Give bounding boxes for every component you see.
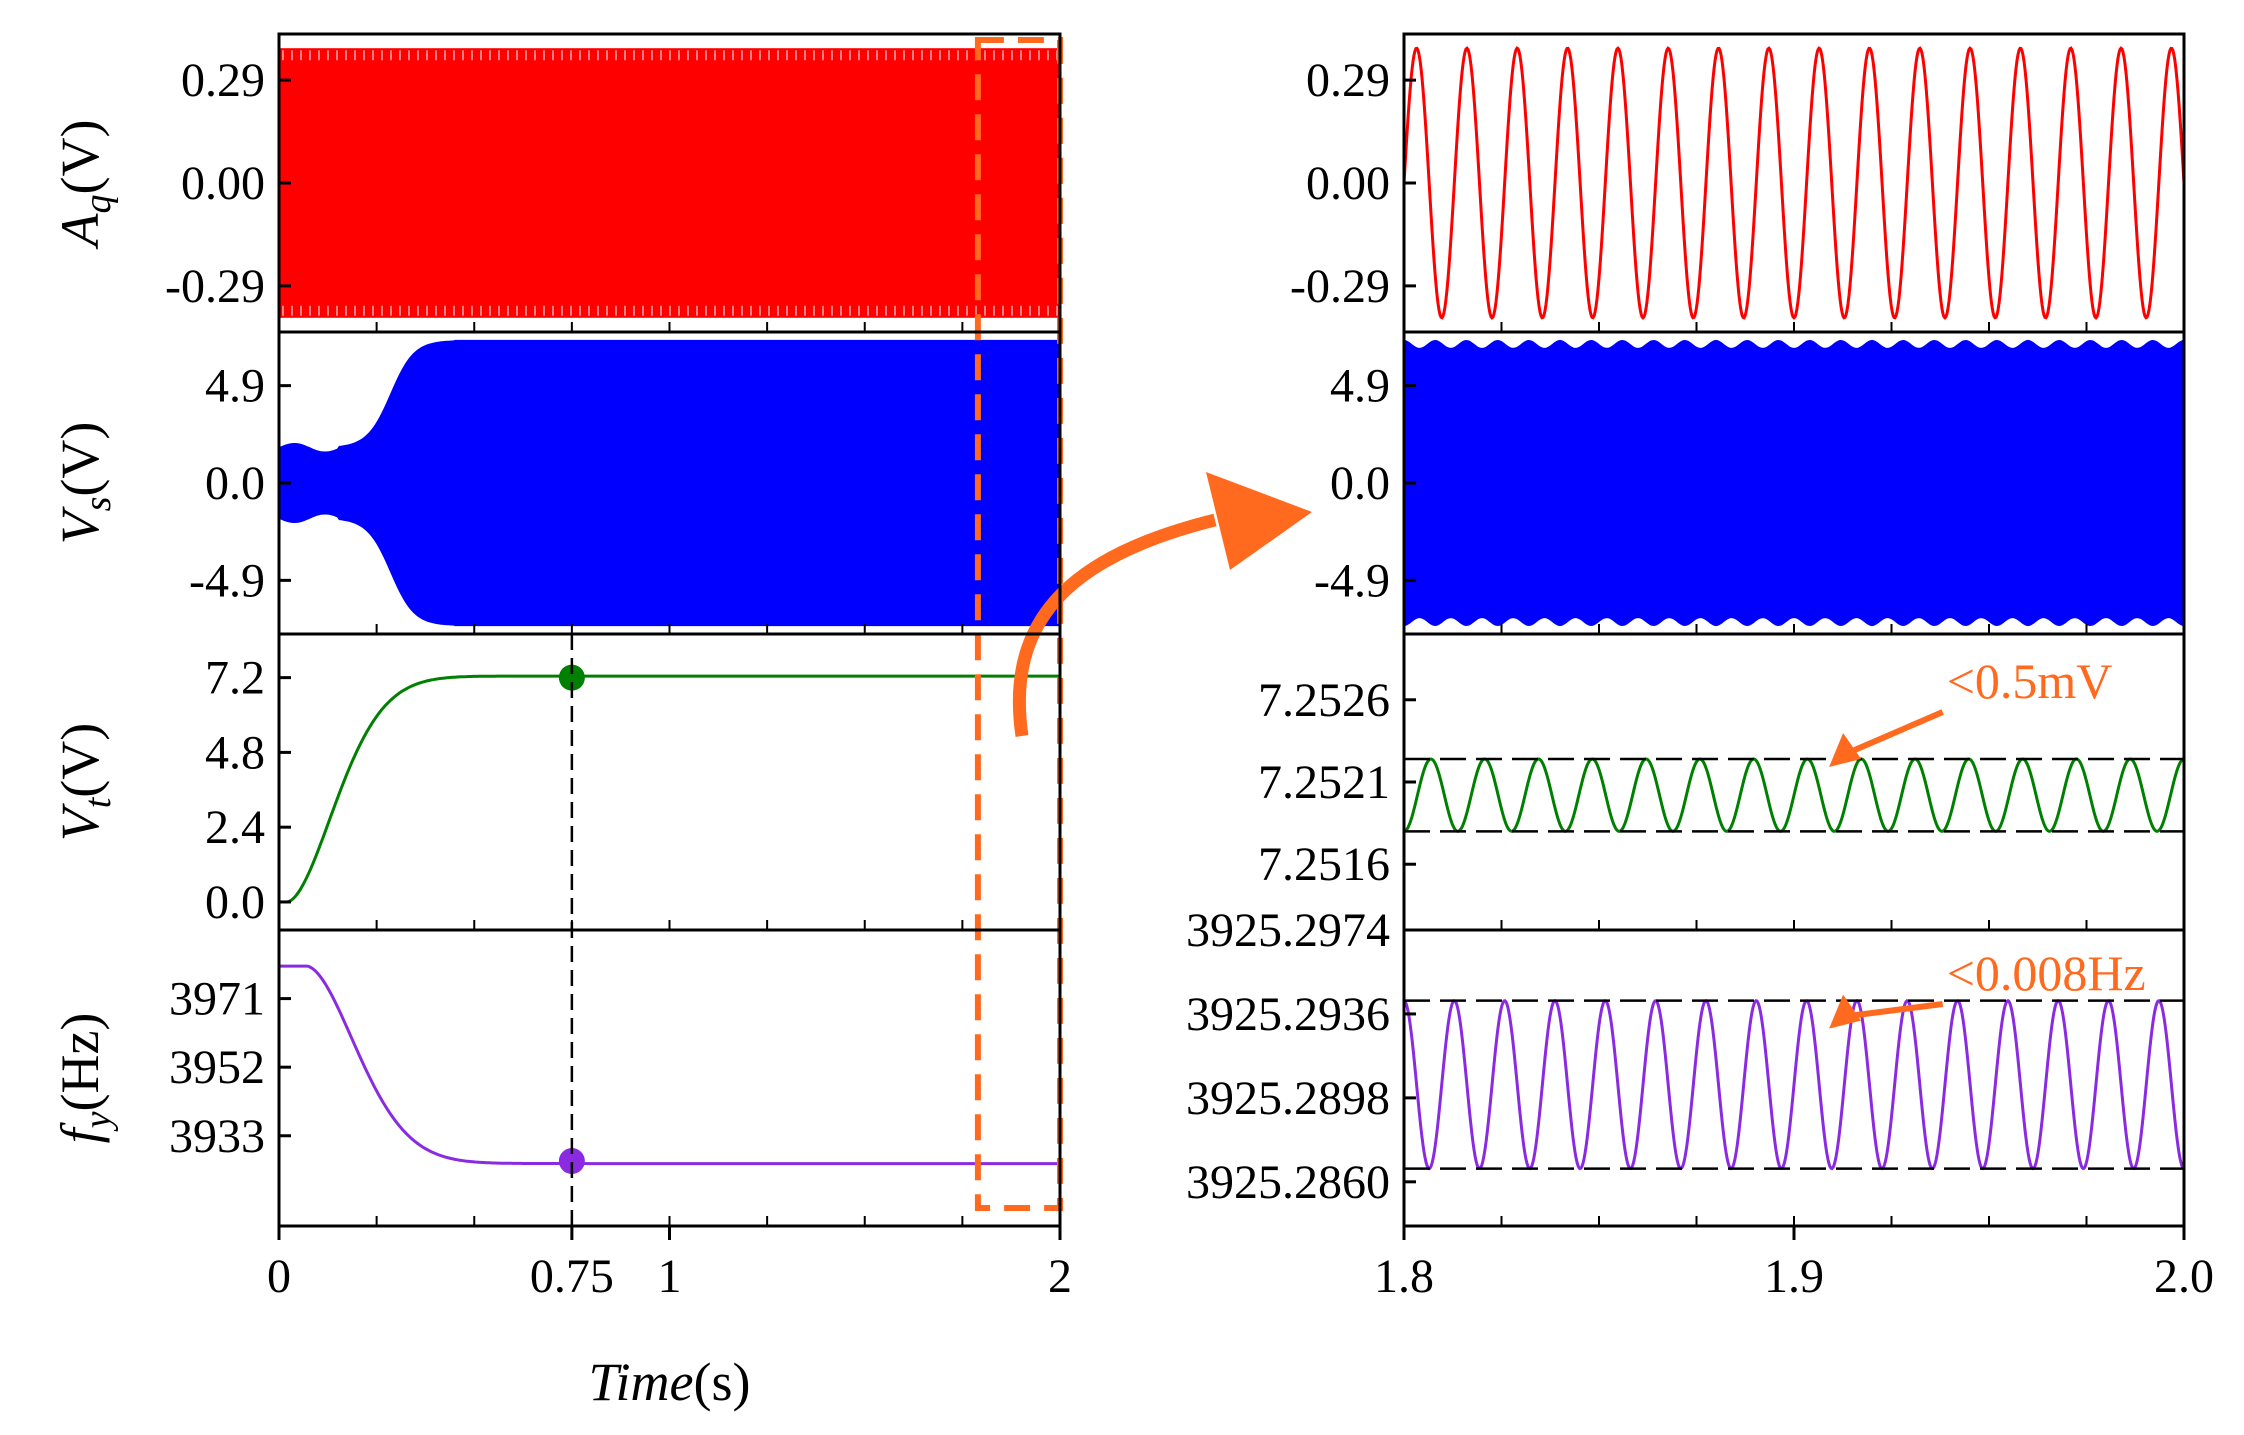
right-ytick-label-fy_zoom: 3925.2974: [1186, 904, 1390, 957]
x-axis-title: Time(s): [588, 1352, 750, 1412]
zoom-arrow-shaft: [1012, 513, 1217, 737]
overlays: [558, 37, 2184, 1226]
ylabel-main: V: [50, 505, 110, 544]
series-fy-line: [279, 964, 1059, 1166]
ylabel-vt: Vt(V): [50, 723, 119, 842]
series-fy_zoom-line: [1404, 998, 2184, 1171]
series-fy_zoom: [1404, 998, 2184, 1171]
annotation-arrowhead-fy_zoom: [1829, 994, 1862, 1029]
left-ytick-label-vs: 0.0: [205, 457, 265, 510]
series-vs_zoom: [1404, 339, 2184, 627]
ylabel-unit: (V): [50, 723, 110, 798]
right-ytick-label-vs_zoom: -4.9: [1314, 554, 1390, 607]
labels: 0.290.00-0.29Aq(V)4.90.0-4.9Vs(V)7.24.82…: [50, 54, 2214, 1412]
series-aq_zoom: [1404, 46, 2184, 320]
series-vt-line: [279, 674, 1059, 904]
left-ytick-label-vt: 0.0: [205, 876, 265, 929]
left-curves: [279, 48, 1060, 1166]
x-axis-title-unit: (s): [694, 1352, 751, 1412]
ylabel-sub: t: [77, 796, 119, 808]
series-vt: [279, 674, 1059, 904]
annotation-vt_zoom: <0.5mV: [1947, 653, 2113, 709]
ylabel-vs: Vs(V): [50, 422, 119, 545]
ylabel-unit: (Hz): [50, 1013, 110, 1112]
right-ytick-label-vt_zoom: 7.2526: [1258, 674, 1390, 727]
annotation-arrowhead-vt_zoom: [1829, 732, 1862, 767]
right-ytick-label-vt_zoom: 7.2516: [1258, 838, 1390, 891]
marker-vt: [558, 664, 585, 691]
series-vs-envelope: [279, 339, 1059, 627]
left-ytick-label-aq: -0.29: [165, 260, 265, 313]
annotation-fy_zoom: <0.008Hz: [1947, 945, 2146, 1001]
right-xtick-label: 2.0: [2154, 1250, 2214, 1303]
series-vs: [279, 339, 1059, 627]
zoom-region-box: [974, 37, 1064, 1211]
left-ytick-label-vs: 4.9: [205, 360, 265, 413]
left-ytick-label-aq: 0.00: [181, 157, 265, 210]
marker-fy: [558, 1148, 585, 1175]
ylabel-fy: fy(Hz): [50, 1013, 119, 1144]
left-ytick-label-fy: 3971: [169, 973, 265, 1026]
series-aq_zoom-line: [1404, 46, 2184, 320]
zoom-arrow-head: [1206, 472, 1312, 570]
left-ytick-label-vt: 4.8: [205, 726, 265, 779]
left-ytick-label-vt: 2.4: [205, 801, 265, 854]
series-vt_zoom-line: [1404, 757, 2184, 833]
right-ytick-label-aq_zoom: 0.00: [1306, 157, 1390, 210]
left-ytick-label-vs: -4.9: [189, 554, 265, 607]
right-xtick-label: 1.8: [1374, 1250, 1434, 1303]
right-ytick-label-fy_zoom: 3925.2860: [1186, 1156, 1390, 1209]
left-ytick-label-aq: 0.29: [181, 54, 265, 107]
right-ytick-label-aq_zoom: 0.29: [1306, 54, 1390, 107]
annotation-arrow-vt_zoom: [1841, 709, 1944, 758]
series-aq: [279, 48, 1060, 318]
annotation-arrow-fy_zoom: [1842, 1001, 1944, 1020]
left-ytick-label-fy: 3952: [169, 1041, 265, 1094]
right-ytick-label-vt_zoom: 7.2521: [1258, 756, 1390, 809]
left-xtick-label: 2: [1048, 1250, 1072, 1303]
x-axis-title-main: Time: [588, 1352, 693, 1412]
right-curves: [1404, 46, 2184, 1171]
right-ytick-label-vs_zoom: 0.0: [1330, 457, 1390, 510]
series-vs_zoom-envelope: [1404, 339, 2184, 627]
ylabel-unit: (V): [50, 422, 110, 497]
ylabel-main: V: [50, 802, 110, 841]
ylabel-sub: s: [77, 497, 119, 512]
ylabel-sub: q: [77, 194, 119, 213]
right-ytick-label-aq_zoom: -0.29: [1290, 260, 1390, 313]
right-ytick-label-vs_zoom: 4.9: [1330, 360, 1390, 413]
left-xtick-label: 1: [658, 1250, 682, 1303]
ylabel-main: A: [50, 212, 110, 249]
right-ytick-label-fy_zoom: 3925.2898: [1186, 1072, 1390, 1125]
left-xtick-label: 0.75: [530, 1250, 614, 1303]
series-fy: [279, 964, 1059, 1166]
series-vt_zoom: [1404, 757, 2184, 833]
left-ytick-label-fy: 3933: [169, 1110, 265, 1163]
right-ytick-label-fy_zoom: 3925.2936: [1186, 988, 1390, 1041]
series-aq-band: [279, 48, 1060, 318]
ylabel-sub: y: [77, 1111, 119, 1132]
left-xtick-label: 0: [267, 1250, 291, 1303]
left-ytick-label-vt: 7.2: [205, 652, 265, 705]
ylabel-unit: (V): [50, 120, 110, 195]
axes: [277, 32, 2186, 1240]
ylabel-aq: Aq(V): [50, 120, 119, 250]
right-xtick-label: 1.9: [1764, 1250, 1824, 1303]
